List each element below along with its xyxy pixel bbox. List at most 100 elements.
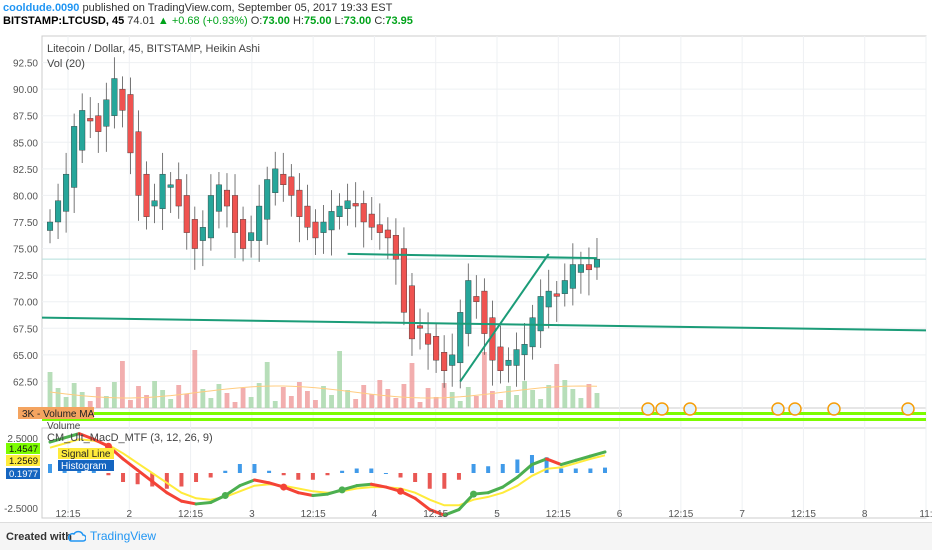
macd-line-segment: [238, 478, 256, 488]
macd-histogram-bar: [442, 473, 447, 489]
published-text: published on TradingView.com, September …: [82, 2, 393, 14]
volume-ma-badge: [18, 407, 94, 419]
volume-bar: [353, 399, 359, 408]
macd-cross-dot: [221, 492, 229, 499]
candle-up: [457, 312, 464, 364]
volume-bar: [321, 386, 326, 408]
candle-up: [561, 280, 568, 294]
macd-cross-dot: [397, 487, 405, 495]
event-flag-icon: [771, 402, 785, 416]
macd-line-segment: [179, 499, 198, 506]
candle-down: [408, 285, 415, 340]
separator-strip: [42, 418, 926, 421]
candle-up: [449, 354, 456, 366]
volume-bar: [305, 391, 310, 408]
macd-histogram-bar: [310, 473, 315, 480]
macd-line-segment: [121, 457, 140, 472]
trendlines[interactable]: [41, 252, 927, 382]
macd-line-segment: [48, 436, 67, 444]
candle-down: [433, 336, 440, 361]
brand-text: TradingView: [90, 529, 157, 543]
volume-bar: [457, 401, 463, 408]
candle-down: [441, 352, 448, 372]
created-with-text: Created with: [6, 531, 73, 543]
macd-histogram-bar: [486, 466, 491, 473]
y-tick-label: 80.00: [13, 191, 38, 202]
macd-value-label: 1.2569: [9, 456, 38, 467]
macd-line-segment: [457, 492, 476, 512]
candle-up: [569, 264, 576, 289]
macd-histogram-bar: [325, 473, 330, 476]
macd-line-segment: [486, 485, 505, 495]
volume-bar: [240, 388, 246, 408]
event-flag-icon: [827, 402, 841, 416]
macd-line-segment: [501, 475, 519, 489]
volume-bar: [192, 350, 198, 408]
macd-line-segment: [150, 479, 169, 495]
author-link[interactable]: cooldude.0090: [3, 2, 80, 14]
macd-tick-label: -2.5000: [4, 504, 38, 515]
candle-up: [521, 344, 528, 356]
last-price: 74.01: [127, 15, 155, 27]
candle-up: [167, 184, 174, 188]
macd-histogram-bar: [369, 468, 374, 473]
macd-tick-label: 2.5000: [7, 434, 38, 445]
candle-down: [417, 325, 424, 329]
y-tick-label: 67.50: [13, 324, 38, 335]
candle-up: [151, 200, 158, 207]
macd-histogram-bar: [427, 473, 432, 489]
event-flag-icon: [683, 402, 697, 416]
candle-down: [553, 293, 560, 297]
candle-down: [288, 176, 295, 196]
chart-canvas[interactable]: 92.50 90.00 87.50 85.00 82.50 80.00 77.50 75.00…: [0, 0, 932, 522]
macd-line-segment: [530, 457, 549, 467]
chart-title: Litecoin / Dollar, 45, BITSTAMP, Heikin …: [47, 43, 260, 55]
macd-line-segment: [413, 496, 432, 512]
volume-bar: [87, 401, 93, 408]
high-label: H:: [292, 15, 304, 27]
volume-bar: [522, 381, 527, 408]
x-tick-label: 4: [372, 509, 378, 520]
volume-bar: [103, 396, 109, 408]
candle-up: [264, 179, 271, 220]
macd-histogram-bar: [179, 473, 184, 487]
macd-cross-dot: [338, 486, 346, 494]
volume-bar: [272, 401, 278, 408]
candle-down: [280, 173, 287, 186]
volume-bar: [546, 385, 552, 408]
cloud-icon: [68, 530, 86, 542]
volume-label: Volume: [47, 421, 81, 432]
volume-bar: [465, 387, 471, 408]
volume-bar: [377, 380, 383, 408]
volume-bar: [401, 384, 407, 408]
volume-bar: [55, 388, 61, 408]
y-tick-label: 85.00: [13, 138, 38, 149]
candle-up: [103, 99, 110, 127]
macd-histogram-bar: [471, 464, 476, 473]
macd-line-segment: [252, 478, 271, 485]
y-tick-label: 77.50: [13, 218, 38, 229]
y-tick-label: 90.00: [13, 85, 38, 96]
candle-down: [304, 205, 311, 228]
volume-bar: [498, 400, 503, 408]
macd-value-label: 0.1977: [9, 469, 38, 480]
event-markers: [641, 402, 915, 416]
tradingview-logo[interactable]: TradingView: [68, 529, 156, 543]
volume-bar: [71, 383, 77, 408]
macd-histogram-bar: [500, 464, 505, 473]
candle-up: [71, 126, 78, 188]
candle-down: [95, 115, 102, 132]
y-tick-label: 82.50: [13, 165, 38, 176]
vol-legend: Vol (20): [47, 58, 85, 70]
trendline-2: [347, 252, 597, 260]
candle-down: [400, 248, 407, 313]
candle-up: [320, 221, 327, 233]
volume-bar: [393, 398, 399, 408]
volume-bar: [136, 386, 141, 408]
macd-value-badge: [6, 468, 40, 479]
candle-up: [272, 168, 279, 193]
volume-bar: [232, 402, 238, 408]
candle-up: [256, 205, 263, 241]
macd-line-segment: [545, 457, 563, 467]
